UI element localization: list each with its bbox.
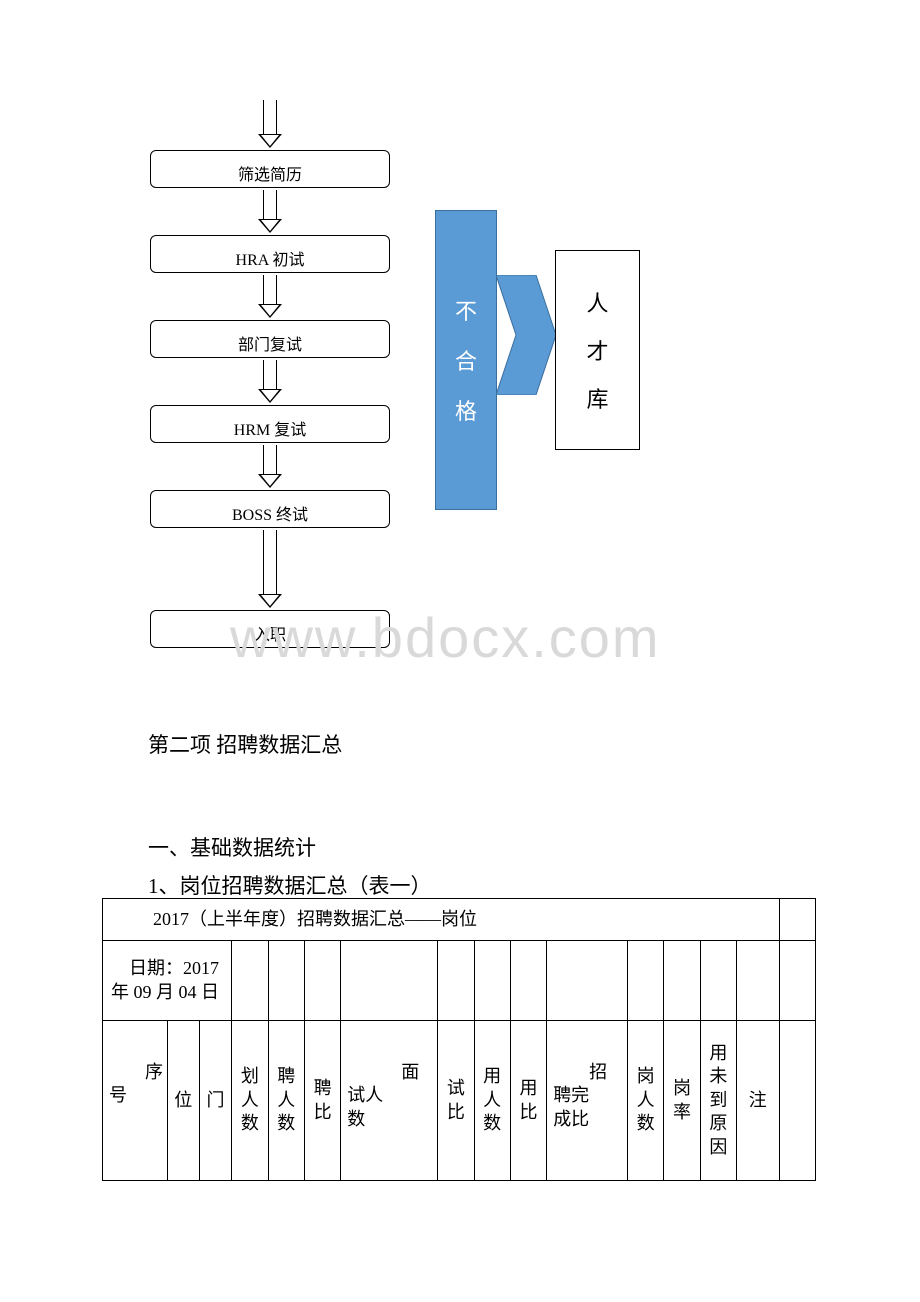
col-seq: 序号 xyxy=(103,1021,168,1181)
col-empty xyxy=(779,1021,815,1181)
col-note: 注 xyxy=(736,1021,779,1181)
col-hire: 聘人数 xyxy=(268,1021,304,1181)
reject-char: 格 xyxy=(455,394,477,426)
talent-char: 库 xyxy=(586,382,608,414)
flow-arrow xyxy=(262,360,278,403)
section-title: 第二项 招聘数据汇总 xyxy=(148,727,342,765)
col-hire-ratio: 聘比 xyxy=(304,1021,340,1181)
col-dept: 门 xyxy=(199,1021,231,1181)
watermark-text: www.bdocx.com xyxy=(230,605,661,670)
flow-node-filter: 筛选简历 xyxy=(150,150,390,188)
col-use: 用人数 xyxy=(474,1021,510,1181)
flow-arrow xyxy=(262,275,278,318)
table-date-cell: 日期：2017 年 09 月 04 日 xyxy=(103,941,232,1021)
col-plan: 划人数 xyxy=(232,1021,268,1181)
col-interview: 面试人数 xyxy=(341,1021,438,1181)
flow-node-boss: BOSS 终试 xyxy=(150,490,390,528)
reject-char: 不 xyxy=(455,294,477,326)
flowchart-region: 筛选简历 HRA 初试 部门复试 HRM 复试 BOSS 终试 入职 不 合 格… xyxy=(150,100,750,680)
flow-node-label: HRA 初试 xyxy=(236,246,305,270)
flow-arrow xyxy=(262,530,278,608)
table-date-row: 日期：2017 年 09 月 04 日 xyxy=(103,941,816,1021)
col-use-ratio: 用比 xyxy=(510,1021,546,1181)
reject-char: 合 xyxy=(455,344,477,376)
flow-node-label: 部门复试 xyxy=(238,331,302,355)
recruitment-table: 2017（上半年度）招聘数据汇总——岗位 日期：2017 年 09 月 04 日… xyxy=(102,898,816,1181)
flow-node-dept: 部门复试 xyxy=(150,320,390,358)
table-title-cell: 2017（上半年度）招聘数据汇总——岗位 xyxy=(103,899,780,941)
col-pos: 位 xyxy=(167,1021,199,1181)
subsection-heading: 一、基础数据统计 xyxy=(148,830,316,868)
col-post-rate: 岗率 xyxy=(664,1021,700,1181)
flow-node-label: HRM 复试 xyxy=(234,416,306,440)
flow-arrow xyxy=(262,100,278,148)
talent-char: 才 xyxy=(586,334,608,366)
col-reason: 用未到原因 xyxy=(700,1021,736,1181)
flow-arrow xyxy=(262,190,278,233)
flow-node-hrm: HRM 复试 xyxy=(150,405,390,443)
flow-node-hra: HRA 初试 xyxy=(150,235,390,273)
col-post-num: 岗人数 xyxy=(627,1021,663,1181)
flow-node-label: BOSS 终试 xyxy=(232,501,308,525)
flow-reject-bar: 不 合 格 xyxy=(435,210,497,510)
table-title-row: 2017（上半年度）招聘数据汇总——岗位 xyxy=(103,899,816,941)
col-complete: 招聘完成比 xyxy=(547,1021,628,1181)
table-empty-cell xyxy=(779,899,815,941)
talent-char: 人 xyxy=(586,286,608,318)
talent-pool-box: 人 才 库 xyxy=(555,250,640,450)
flow-node-label: 筛选简历 xyxy=(238,161,302,185)
arrow-notch-icon xyxy=(496,275,556,395)
flow-arrow xyxy=(262,445,278,488)
table-date-text: 日期：2017 年 09 月 04 日 xyxy=(111,958,219,1001)
table-header-row: 序号 位 门 划人数 聘人数 聘比 面试人数 试比 用人数 用比 招聘完成比 岗… xyxy=(103,1021,816,1181)
col-int-ratio: 试比 xyxy=(438,1021,474,1181)
